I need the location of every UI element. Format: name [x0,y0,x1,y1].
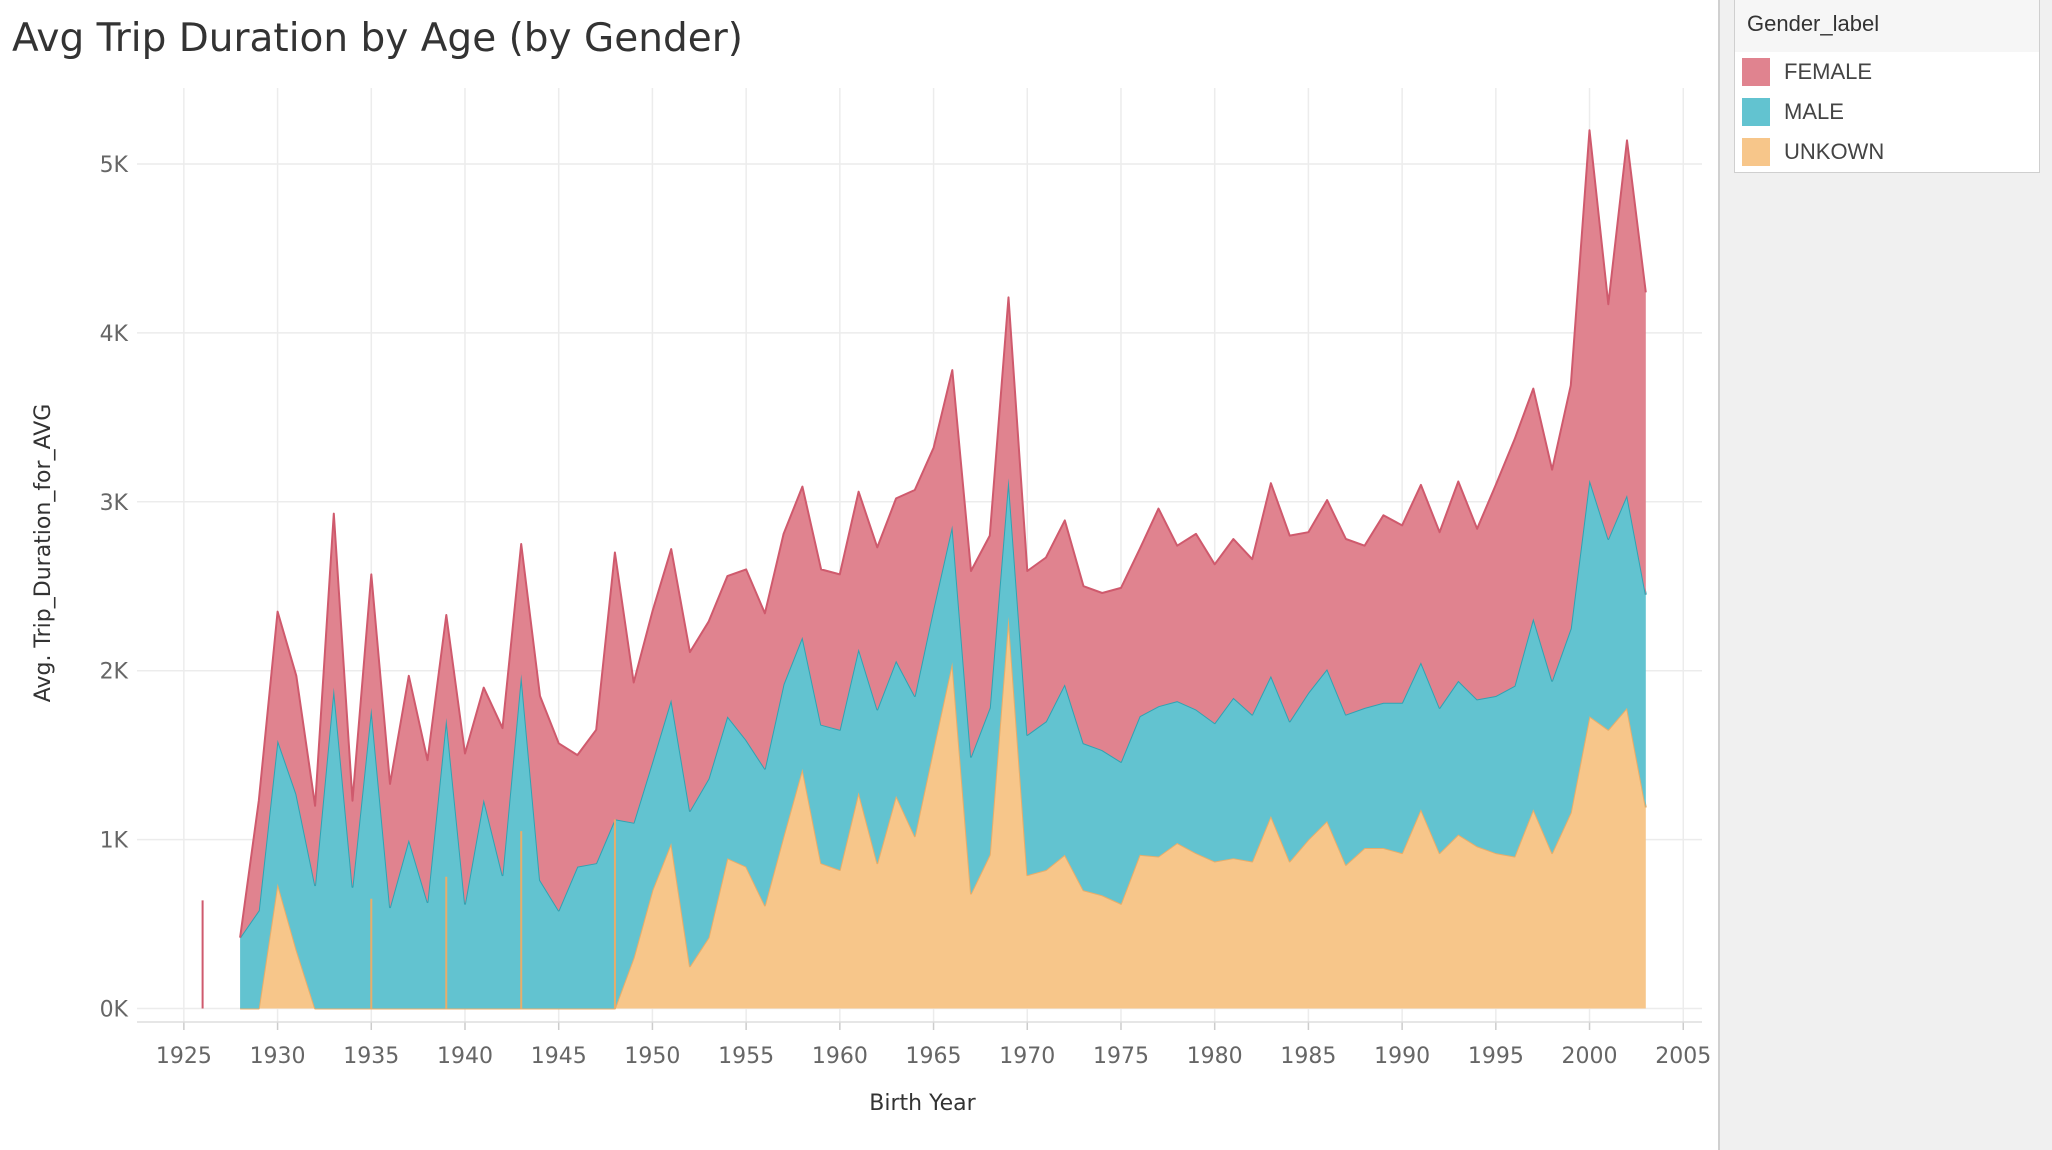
x-tick-label: 1965 [906,1044,962,1069]
page-title: Avg Trip Duration by Age (by Gender) [12,16,743,61]
x-tick-label: 1925 [156,1044,212,1069]
x-tick-label: 1950 [624,1044,680,1069]
y-tick-label: 1K [100,829,129,854]
area-female [240,130,1646,938]
x-tick-label: 1960 [812,1044,868,1069]
x-tick-label: 1995 [1468,1044,1524,1069]
line-female [239,129,1647,938]
x-tick-label: 1970 [999,1044,1055,1069]
x-tick-label: 1940 [437,1044,493,1069]
x-tick-label: 2000 [1562,1044,1618,1069]
legend-swatch-unkown [1742,138,1770,166]
x-tick-label: 1975 [1093,1044,1149,1069]
legend-item-female[interactable]: FEMALE [1735,52,2039,92]
y-tick-label: 0K [100,997,129,1022]
y-tick-label: 3K [100,491,129,516]
legend-swatch-male [1742,98,1770,126]
x-tick-label: 1980 [1187,1044,1243,1069]
x-tick-label: 1930 [250,1044,306,1069]
legend-label-female: FEMALE [1784,59,1873,84]
legend-label-male: MALE [1784,99,1844,124]
y-tick-label: 4K [100,322,129,347]
area-male [240,478,1646,1009]
sidebar-panel [1718,0,2052,1150]
legend-label-unkown: UNKOWN [1784,139,1885,164]
x-tick-label: 1955 [718,1044,774,1069]
x-tick-label: 1985 [1280,1044,1336,1069]
y-axis-label: Avg. Trip_Duration_for_AVG [31,404,56,703]
legend: Gender_label FEMALE MALE UNKOWN [1734,0,2040,173]
x-tick-label: 1945 [531,1044,587,1069]
legend-item-unkown[interactable]: UNKOWN [1735,132,2039,172]
x-tick-label: 1990 [1374,1044,1430,1069]
x-axis-label: Birth Year [869,1091,976,1116]
legend-swatch-female [1742,58,1770,86]
x-tick-label: 2005 [1655,1044,1711,1069]
y-tick-label: 2K [100,660,129,685]
x-tick-label: 1935 [343,1044,399,1069]
y-tick-label: 5K [100,153,129,178]
chart-area: 0K 1K 2K 3K 4K 5K 1925 1930 1935 1940 1945 1950 1955… [31,88,1711,1116]
legend-item-male[interactable]: MALE [1735,92,2039,132]
legend-title: Gender_label [1735,0,2039,52]
area-unkown [240,616,1646,1009]
